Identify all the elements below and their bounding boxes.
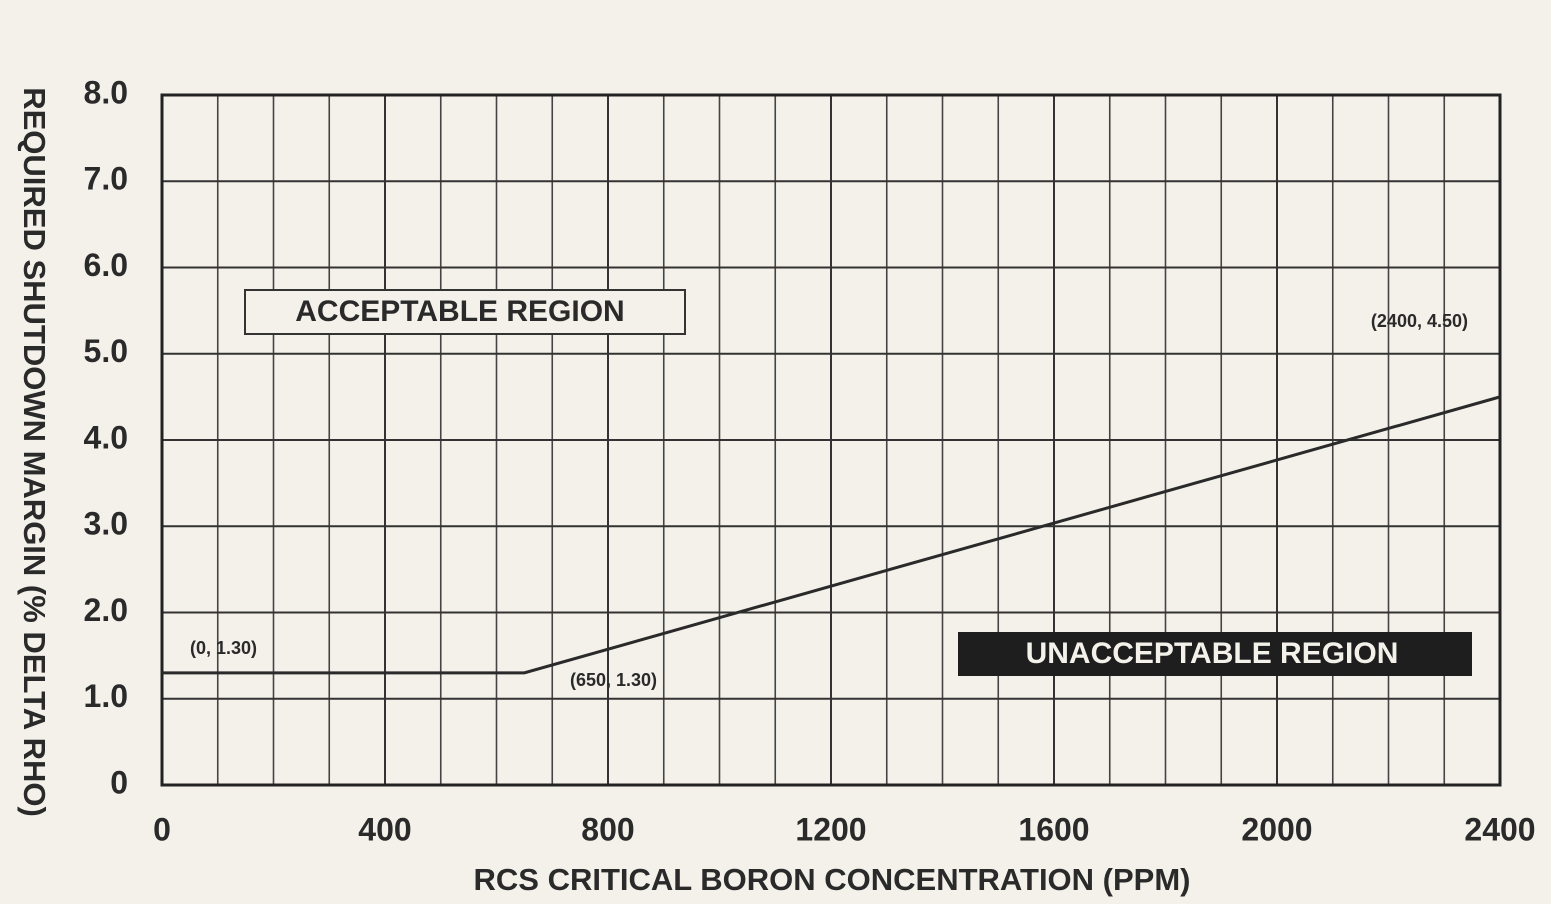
region-label: UNACCEPTABLE REGION bbox=[1026, 637, 1399, 670]
x-axis-label: RCS CRITICAL BORON CONCENTRATION (PPM) bbox=[474, 862, 1191, 897]
point-annotation: (0, 1.30) bbox=[190, 638, 257, 658]
point-annotation: (2400, 4.50) bbox=[1371, 311, 1468, 331]
y-tick-label: 2.0 bbox=[84, 592, 128, 628]
y-tick-label: 6.0 bbox=[84, 247, 128, 283]
y-tick-label: 5.0 bbox=[84, 333, 128, 369]
point-annotation: (650, 1.30) bbox=[570, 670, 657, 690]
y-tick-label: 4.0 bbox=[84, 419, 128, 455]
plot-frame bbox=[160, 93, 1502, 787]
y-tick-label: 3.0 bbox=[84, 506, 128, 542]
y-tick-label: 8.0 bbox=[84, 74, 128, 110]
x-tick-label: 1200 bbox=[795, 811, 866, 847]
x-tick-label: 800 bbox=[581, 811, 634, 847]
y-tick-label: 1.0 bbox=[84, 678, 128, 714]
y-tick-label: 7.0 bbox=[84, 161, 128, 197]
x-tick-label: 2400 bbox=[1464, 811, 1535, 847]
region-label: ACCEPTABLE REGION bbox=[295, 295, 624, 328]
x-tick-label: 1600 bbox=[1018, 811, 1089, 847]
x-tick-label: 2000 bbox=[1241, 811, 1312, 847]
x-tick-label: 400 bbox=[358, 811, 411, 847]
acceptable-box bbox=[244, 289, 686, 335]
x-tick-label: 0 bbox=[153, 811, 171, 847]
y-tick-label: 0 bbox=[110, 764, 128, 800]
unacceptable-box bbox=[958, 632, 1472, 676]
data-line bbox=[162, 395, 1501, 675]
y-axis-label: REQUIRED SHUTDOWN MARGIN (% DELTA RHO) bbox=[17, 87, 52, 817]
